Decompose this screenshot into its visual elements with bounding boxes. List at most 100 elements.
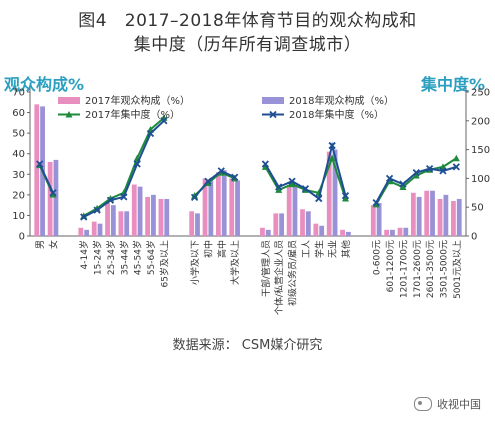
bar-2018: [221, 170, 227, 236]
bar-2018: [390, 229, 395, 236]
bar-2018: [403, 227, 409, 236]
point-2018: [120, 193, 128, 201]
bar-2018: [235, 180, 240, 236]
right-tick-label: 200: [471, 116, 490, 127]
bar-2017: [451, 201, 456, 236]
point-2017: [412, 172, 420, 179]
legend-marker: [269, 110, 277, 119]
point-2018: [288, 177, 296, 185]
x-tick-label: 35-44岁: [118, 240, 130, 275]
bar-2017: [410, 192, 416, 236]
bar-2018: [279, 213, 285, 236]
point-2017: [217, 169, 225, 176]
bar-2018: [456, 198, 462, 236]
x-tick-label: 学生: [313, 240, 325, 258]
bar-2018: [137, 186, 143, 236]
line-2018-segment: [38, 163, 54, 194]
right-tick-label: 150: [471, 145, 490, 156]
bar-2018: [124, 211, 130, 236]
point-2018: [160, 117, 168, 125]
point-2018: [49, 189, 57, 197]
point-2018: [452, 163, 460, 171]
bar-2018: [265, 229, 271, 236]
right-tick-label: 100: [471, 174, 490, 185]
bar-2017: [131, 184, 137, 236]
figure-title-text: 2017–2018年体育节目的观众构成和: [124, 11, 417, 31]
x-tick-label: 男: [35, 240, 46, 249]
x-tick-label: 无业: [328, 240, 339, 258]
left-tick-label: 70: [12, 88, 25, 99]
brand-logo-icon: [414, 397, 432, 411]
x-tick-label: 3501-5000元: [439, 240, 449, 298]
bar-2018: [97, 223, 103, 236]
x-tick-label: 初中: [202, 240, 214, 258]
figure-title-line1: 图4 2017–2018年体育节目的观众构成和: [0, 6, 495, 31]
x-tick-label: 大学及以上: [229, 240, 241, 285]
bar-2017: [370, 205, 376, 236]
point-2018: [217, 167, 225, 175]
left-tick-label: 40: [12, 149, 25, 160]
figure-number: 图4: [78, 11, 108, 31]
bar-2017: [145, 196, 151, 236]
x-tick-label: 4-14岁: [78, 240, 90, 269]
watermark-text: 收视中国: [437, 398, 481, 411]
bar-2018: [345, 231, 351, 236]
left-tick-label: 10: [12, 211, 25, 222]
left-tick-label: 60: [12, 108, 25, 119]
x-tick-label: 65岁及以上: [158, 240, 170, 287]
x-tick-label: 5001元及以上: [452, 240, 463, 299]
bar-2017: [313, 223, 319, 236]
bar-2018: [53, 159, 59, 236]
bar-2018: [195, 213, 200, 236]
left-tick-label: 50: [12, 129, 25, 140]
point-2018: [301, 185, 310, 193]
x-tick-label: 55-64岁: [145, 240, 157, 275]
bar-2017: [286, 186, 292, 236]
left-tick-label: 0: [19, 232, 25, 243]
point-2018: [36, 160, 44, 168]
x-tick-label: 601-1200元: [386, 240, 396, 292]
point-2017: [452, 154, 460, 162]
bar-2018: [376, 203, 382, 236]
bar-2017: [260, 227, 265, 236]
watermark: 收视中国: [414, 396, 481, 412]
point-2017: [328, 154, 336, 162]
point-2018: [425, 164, 434, 173]
point-2018: [399, 180, 407, 188]
x-tick-label: 15-24岁: [92, 240, 104, 275]
x-tick-label: 个体/私营企业人员: [273, 240, 285, 315]
point-2018: [133, 160, 141, 168]
x-tick-label: 干部/管理人员: [260, 240, 272, 297]
x-tick-label: 1201-1700元: [399, 240, 409, 298]
point-2018: [385, 174, 394, 183]
bar-2017: [78, 227, 84, 236]
point-2018: [341, 192, 350, 200]
left-tick-label: 20: [12, 190, 25, 201]
bar-2018: [319, 225, 325, 236]
bar-2017: [424, 190, 430, 236]
x-tick-label: 小学及以下: [189, 240, 201, 285]
bar-2018: [110, 205, 116, 236]
legend-label: 2018年观众构成（%）: [289, 94, 394, 107]
point-2017: [275, 186, 283, 193]
left-tick-label: 30: [12, 170, 25, 181]
point-2017: [191, 192, 199, 199]
bar-2018: [443, 194, 449, 236]
bar-2017: [202, 178, 208, 236]
right-tick-label: 250: [471, 88, 490, 99]
bar-2018: [305, 211, 311, 236]
legend-label: 2018年集中度（%）: [289, 108, 384, 121]
bar-2017: [326, 151, 332, 236]
bar-2017: [105, 203, 110, 236]
line-2018-segment: [193, 169, 236, 199]
bar-2017: [229, 178, 235, 236]
bar-2017: [34, 104, 40, 236]
point-2017: [399, 183, 407, 191]
x-tick-label: 其他: [340, 240, 352, 258]
bar-2017: [189, 211, 195, 236]
right-axis-title: 集中度%: [420, 75, 485, 94]
bar-2018: [430, 190, 435, 236]
point-2017: [80, 212, 88, 219]
bar-2017: [397, 227, 403, 236]
point-2018: [412, 169, 420, 177]
